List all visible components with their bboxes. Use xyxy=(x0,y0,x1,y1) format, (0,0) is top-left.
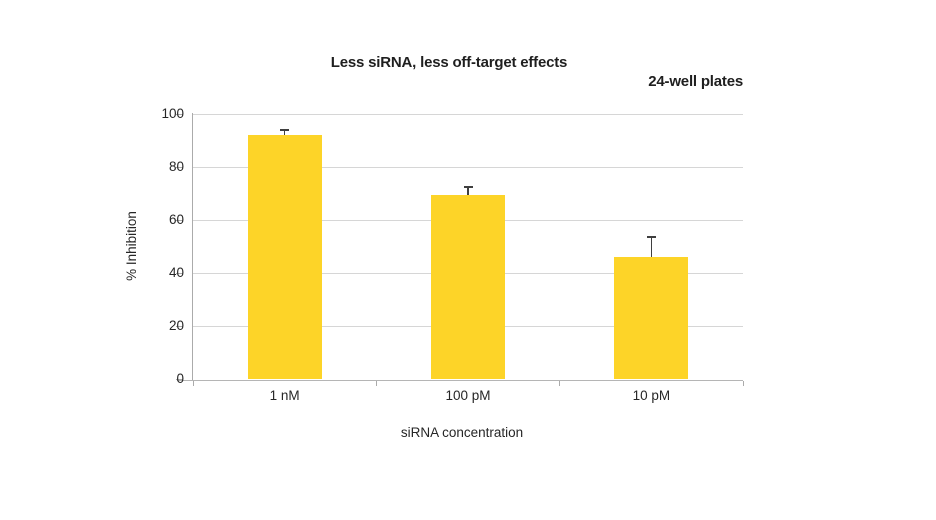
y-axis-tick xyxy=(176,166,183,168)
y-tick-label: 40 xyxy=(168,265,184,280)
y-tick-label: 20 xyxy=(168,318,184,333)
error-bar-cap xyxy=(280,129,290,131)
y-axis-tick xyxy=(176,378,183,380)
x-axis-line xyxy=(177,380,743,381)
bar-100-pM xyxy=(431,194,505,379)
error-bar-cap xyxy=(646,236,656,238)
error-bar-cap xyxy=(463,186,473,188)
gridline xyxy=(193,166,743,168)
y-tick-label: 100 xyxy=(161,106,184,121)
y-tick-label: 80 xyxy=(168,159,184,174)
y-tick-label: 0 xyxy=(176,371,184,386)
y-axis-tick xyxy=(176,272,183,274)
bar-1-nM xyxy=(247,135,322,379)
error-bar-line xyxy=(467,186,469,195)
y-axis-title: % Inhibition xyxy=(124,211,139,281)
x-axis-tick xyxy=(559,381,561,386)
y-axis-line xyxy=(192,113,193,380)
y-tick-label: 60 xyxy=(168,212,184,227)
error-bar-line xyxy=(650,237,653,258)
y-axis-tick xyxy=(176,219,183,221)
x-axis-tick xyxy=(375,381,377,386)
x-axis-title: siRNA concentration xyxy=(400,425,524,440)
bar-10-pM xyxy=(614,257,689,379)
x-axis-tick xyxy=(192,381,194,386)
x-category-label: 10 pM xyxy=(632,388,671,403)
y-axis-tick xyxy=(176,325,183,327)
x-axis-tick xyxy=(742,381,744,386)
chart-title: Less siRNA, less off-target effects xyxy=(330,54,568,71)
chart-annotation: 24-well plates xyxy=(648,73,743,90)
error-bar-line xyxy=(283,129,286,136)
gridline xyxy=(193,113,743,115)
x-category-label: 1 nM xyxy=(269,388,300,403)
x-category-label: 100 pM xyxy=(445,388,491,403)
y-axis-tick xyxy=(176,113,183,115)
